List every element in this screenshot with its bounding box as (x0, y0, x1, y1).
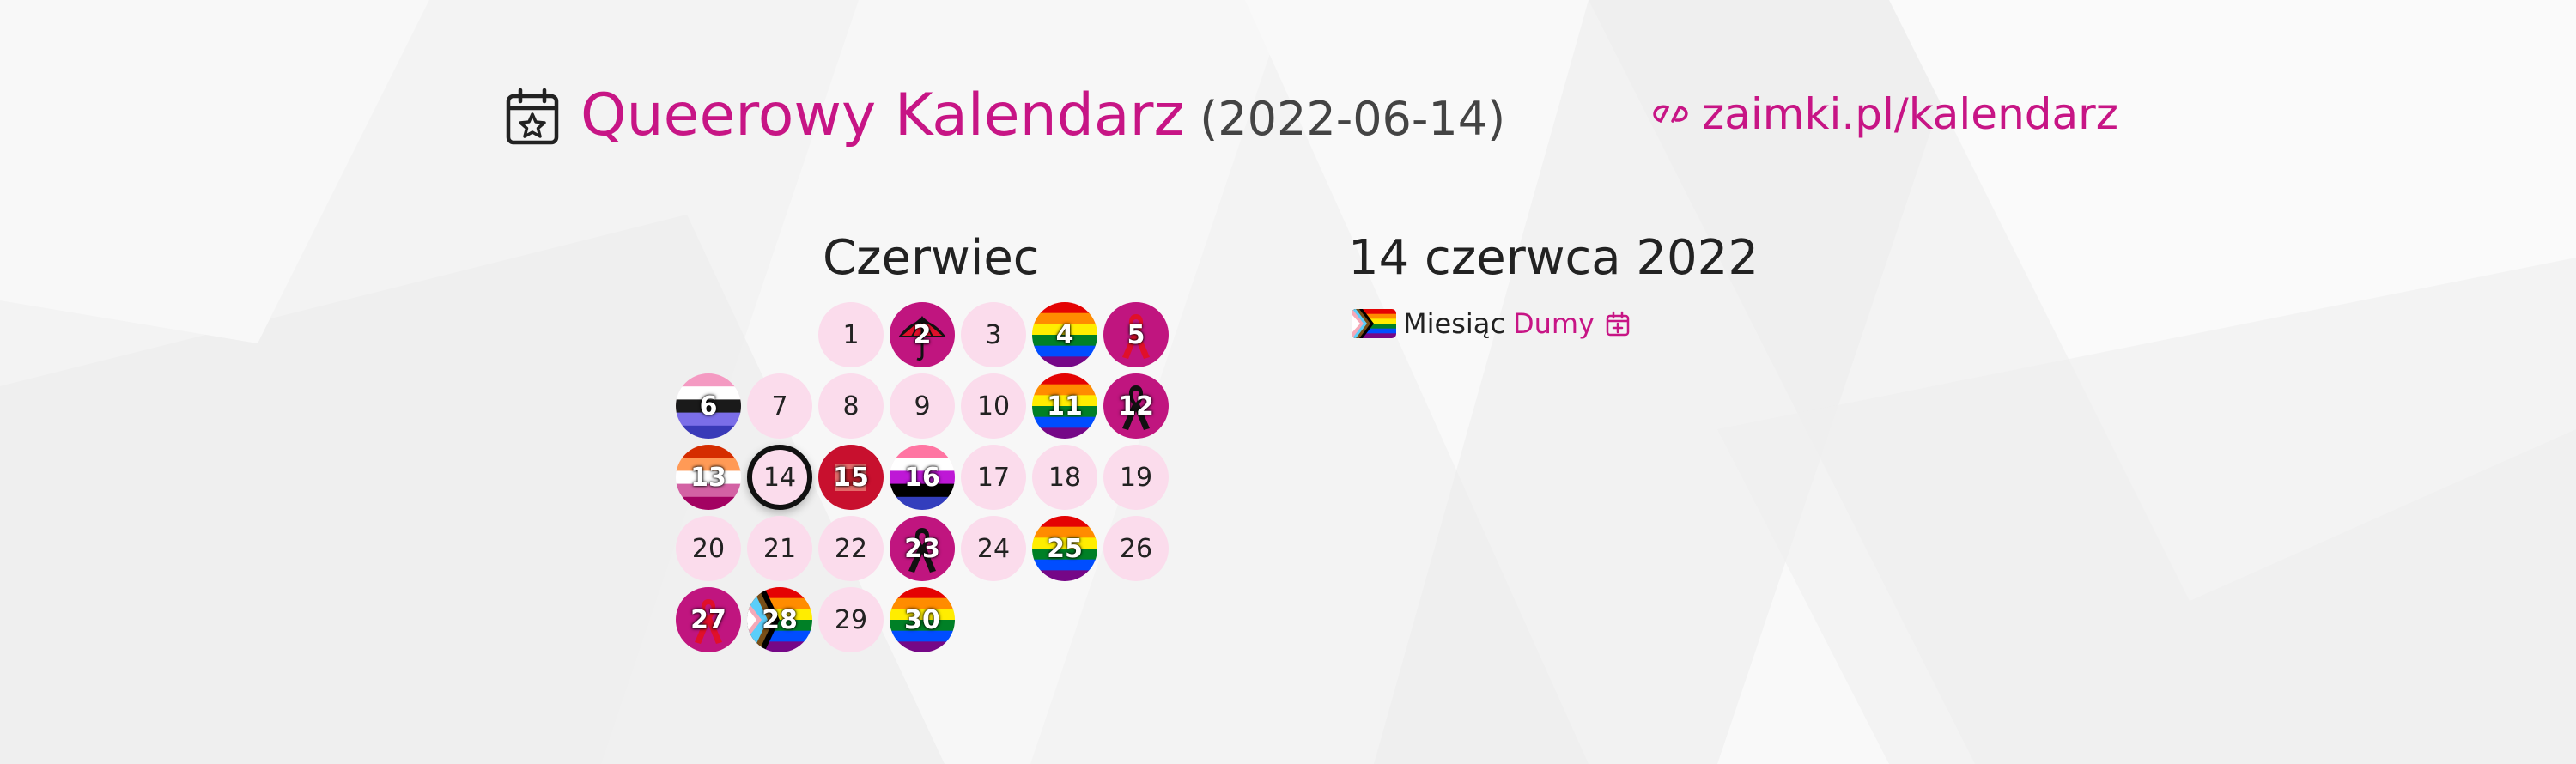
ribbon-black-icon (1103, 373, 1169, 439)
calendar-day-27[interactable]: 27 (676, 587, 741, 652)
calendar-day-28[interactable]: 28 (747, 587, 812, 652)
title-text: Queerowy Kalendarz (580, 82, 1185, 149)
day-number: 4 (1055, 319, 1074, 350)
day-number: 30 (904, 604, 940, 635)
rainbow-icon (1032, 516, 1097, 581)
ribbon-red-icon (1103, 302, 1169, 367)
calendar-day-22[interactable]: 22 (818, 516, 884, 581)
rainbow-icon (890, 587, 955, 652)
calendar-day-15[interactable]: 15 (818, 445, 884, 510)
calendar-day-11[interactable]: 11 (1032, 373, 1097, 439)
rainbow-icon (1032, 373, 1097, 439)
day-number: 7 (771, 391, 788, 421)
site-url: zaimki.pl/kalendarz (1702, 89, 2118, 139)
umbrella-icon (890, 302, 955, 367)
month-name: Czerwiec (823, 230, 1040, 286)
calendar-day-26[interactable]: 26 (1103, 516, 1169, 581)
title-date: (2022-06-14) (1200, 92, 1506, 146)
calendar-day-20[interactable]: 20 (676, 516, 741, 581)
day-number: 17 (976, 462, 1011, 493)
calendar-day-13[interactable]: 13 (676, 445, 741, 510)
calendar-day-30[interactable]: 30 (890, 587, 955, 652)
day-number: 8 (842, 391, 860, 421)
event-label: Miesiąc (1403, 307, 1505, 340)
calendar-day-6[interactable]: 6 (676, 373, 741, 439)
calendar-day-29[interactable]: 29 (818, 587, 884, 652)
calendar-day-18[interactable]: 18 (1032, 445, 1097, 510)
day-number: 20 (691, 533, 726, 564)
calendar-day-12[interactable]: 12 (1103, 373, 1169, 439)
day-number: 12 (1118, 391, 1154, 421)
day-number: 10 (976, 391, 1011, 421)
calendar-day-17[interactable]: 17 (961, 445, 1026, 510)
calendar-day-16[interactable]: 16 (890, 445, 955, 510)
day-number: 6 (699, 391, 718, 421)
day-number: 27 (690, 604, 726, 635)
day-number: 16 (904, 462, 940, 493)
day-number: 22 (834, 533, 868, 564)
day-number: 15 (833, 462, 869, 493)
day-number: 11 (1047, 391, 1083, 421)
selected-date-heading: 14 czerwca 2022 (1348, 230, 1759, 286)
event-item: Miesiąc Dumy (1352, 307, 1631, 340)
day-number: 18 (1048, 462, 1082, 493)
site-link[interactable]: zaimki.pl/kalendarz (1650, 89, 2118, 139)
ribbon-red-icon (676, 587, 741, 652)
progress-pride-flag-icon (1352, 309, 1396, 338)
day-number: 28 (762, 604, 798, 635)
flag-6-icon (676, 373, 741, 439)
day-number: 14 (762, 462, 797, 493)
day-number: 29 (834, 604, 868, 635)
day-number: 24 (976, 533, 1011, 564)
calendar-day-3[interactable]: 3 (961, 302, 1026, 367)
lesbian-icon (676, 445, 741, 510)
calendar-day-5[interactable]: 5 (1103, 302, 1169, 367)
calendar-day-9[interactable]: 9 (890, 373, 955, 439)
genderfluid-icon (890, 445, 955, 510)
calendar-star-icon (506, 88, 559, 145)
calendar-day-14[interactable]: 14 (747, 445, 812, 510)
day-number: 3 (985, 319, 1002, 350)
ribbon-black-icon (890, 516, 955, 581)
calendar-day-10[interactable]: 10 (961, 373, 1026, 439)
day-number: 2 (913, 319, 932, 350)
day-number: 1 (842, 319, 860, 350)
red-square-icon (818, 445, 884, 510)
page-title: Queerowy Kalendarz (2022-06-14) (580, 82, 1505, 149)
calendar-day-1[interactable]: 1 (818, 302, 884, 367)
calendar-day-21[interactable]: 21 (747, 516, 812, 581)
calendar-day-25[interactable]: 25 (1032, 516, 1097, 581)
calendar-day-19[interactable]: 19 (1103, 445, 1169, 510)
day-number: 19 (1119, 462, 1153, 493)
day-number: 5 (1127, 319, 1145, 350)
progress-icon (747, 587, 812, 652)
calendar-add-icon[interactable] (1605, 311, 1631, 337)
day-number: 26 (1119, 533, 1153, 564)
calendar-day-24[interactable]: 24 (961, 516, 1026, 581)
calendar-day-7[interactable]: 7 (747, 373, 812, 439)
calendar-day-23[interactable]: 23 (890, 516, 955, 581)
rainbow-icon (1032, 302, 1097, 367)
calendar-day-2[interactable]: 2 (890, 302, 955, 367)
calendar-day-8[interactable]: 8 (818, 373, 884, 439)
event-link-pride[interactable]: Dumy (1512, 307, 1595, 340)
day-number: 9 (914, 391, 931, 421)
day-number: 21 (762, 533, 797, 564)
calendar-day-4[interactable]: 4 (1032, 302, 1097, 367)
day-number: 25 (1047, 533, 1083, 564)
day-number: 13 (690, 462, 726, 493)
zaimki-logo-icon (1653, 105, 1688, 123)
day-number: 23 (904, 533, 940, 564)
